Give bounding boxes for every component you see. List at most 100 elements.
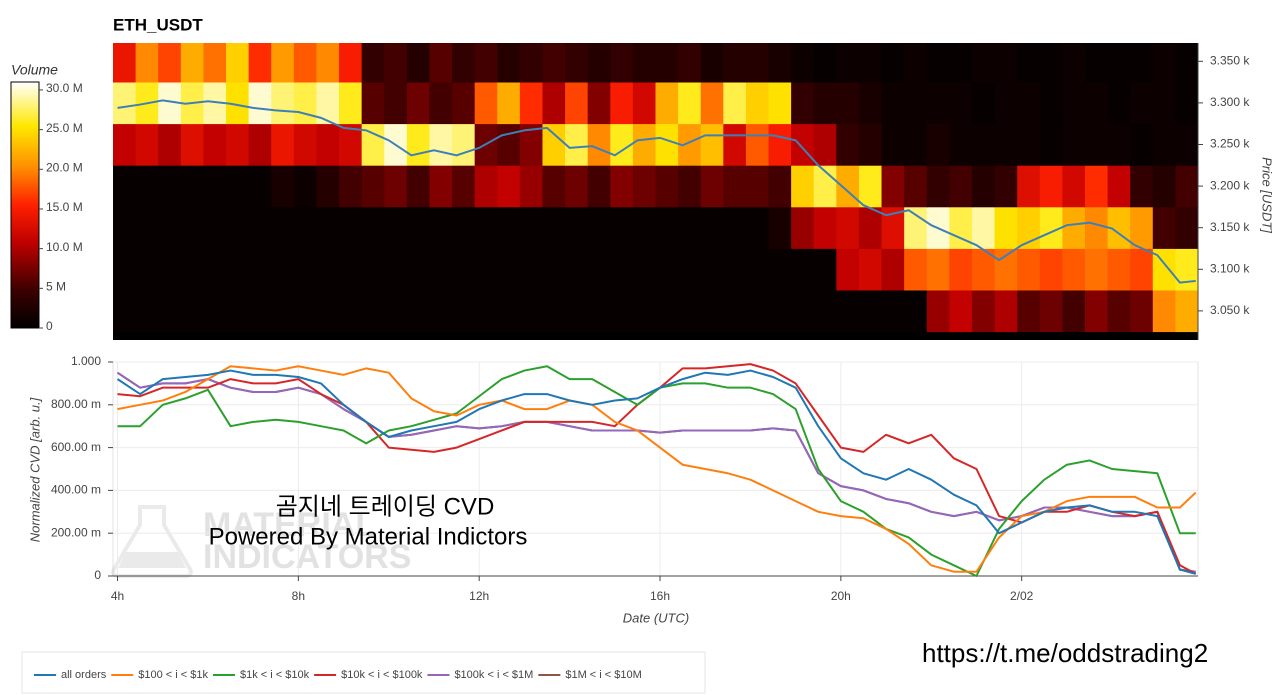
- heatmap-cell: [135, 290, 159, 333]
- heatmap-cell: [406, 206, 431, 249]
- heatmap-cell: [113, 43, 137, 83]
- x-tick-label: 20h: [831, 589, 851, 603]
- heatmap-cell: [610, 206, 634, 249]
- heatmap-cell: [339, 123, 363, 166]
- colorbar-tick-label: 15.0 M: [46, 200, 83, 214]
- heatmap-cell: [384, 43, 408, 83]
- heatmap-cell: [316, 165, 340, 208]
- heatmap-cell: [248, 123, 272, 166]
- heatmap-cell: [497, 43, 521, 83]
- heatmap: [113, 43, 1198, 340]
- heatmap-cell: [1084, 206, 1109, 249]
- heatmap-cell: [971, 290, 996, 333]
- heatmap-cell: [723, 123, 747, 166]
- heatmap-cell: [113, 123, 137, 166]
- colorbar-tick-label: 0: [46, 319, 53, 333]
- heatmap-cell: [452, 123, 476, 166]
- heatmap-cell: [858, 165, 883, 208]
- legend-label: $100k < i < $1M: [454, 669, 533, 681]
- heatmap-cell: [1152, 290, 1176, 333]
- heatmap-cell: [745, 248, 770, 291]
- heatmap-cell: [497, 290, 521, 333]
- heatmap-cell: [655, 43, 679, 83]
- heatmap-cell: [700, 206, 724, 249]
- heatmap-cell: [293, 123, 318, 166]
- heatmap-cell: [519, 290, 544, 333]
- y-tick-label: 0: [94, 568, 101, 582]
- heatmap-cell: [203, 206, 227, 249]
- heatmap-cell: [406, 43, 431, 83]
- heatmap-cell: [745, 82, 770, 125]
- heatmap-cell: [949, 165, 973, 208]
- legend-label: all orders: [61, 669, 107, 681]
- heatmap-cell: [813, 290, 837, 333]
- heatmap-cell: [904, 43, 928, 83]
- heatmap-cell: [565, 43, 589, 83]
- colorbar-title: Volume: [11, 62, 58, 78]
- heatmap-cell: [1130, 43, 1154, 83]
- y-tick-label: 1.000: [71, 354, 101, 368]
- colorbar-tick-label: 20.0 M: [46, 160, 83, 174]
- heatmap-cell: [180, 43, 205, 83]
- heatmap-cell: [497, 206, 521, 249]
- heatmap-cell: [519, 43, 544, 83]
- heatmap-cell: [271, 43, 295, 83]
- heatmap-cell: [768, 43, 792, 83]
- heatmap-cell: [565, 165, 589, 208]
- heatmap-cell: [1084, 165, 1109, 208]
- heatmap-cell: [542, 82, 566, 125]
- heatmap-cell: [361, 123, 385, 166]
- heatmap-cell: [316, 43, 340, 83]
- heatmap-cell: [1107, 123, 1131, 166]
- heatmap-cell: [632, 248, 657, 291]
- heatmap-cell: [180, 290, 205, 333]
- heatmap-cell: [1039, 290, 1063, 333]
- cvd-line: [117, 365, 1197, 573]
- heatmap-cell: [135, 43, 159, 83]
- y-tick-label: 3.050 k: [1210, 303, 1250, 317]
- heatmap-cell: [678, 43, 702, 83]
- heatmap-cell: [271, 206, 295, 249]
- heatmap-cell: [203, 43, 227, 83]
- heatmap-cell: [768, 248, 792, 291]
- heatmap-cell: [1107, 82, 1131, 125]
- heatmap-cell: [339, 43, 363, 83]
- heatmap-cell: [542, 123, 566, 166]
- heatmap-cell: [203, 290, 227, 333]
- watermark-logo-text: MATERIAL: [203, 506, 376, 544]
- heatmap-cell: [858, 43, 883, 83]
- heatmap-cell: [497, 165, 521, 208]
- heatmap-cell: [180, 248, 205, 291]
- heatmap-cell: [632, 290, 657, 333]
- heatmap-cell: [881, 248, 905, 291]
- heatmap-cell: [316, 82, 340, 125]
- heatmap-cell: [361, 43, 385, 83]
- heatmap-cell: [587, 43, 611, 83]
- heatmap-cell: [135, 206, 159, 249]
- heatmap-cell: [226, 290, 250, 333]
- heatmap-cell: [1107, 248, 1131, 291]
- heatmap-cell: [1130, 290, 1154, 333]
- y-tick-label: 3.150 k: [1210, 220, 1250, 234]
- heatmap-cell: [904, 82, 928, 125]
- heatmap-cell: [384, 248, 408, 291]
- x-axis-label: Date (UTC): [623, 610, 689, 625]
- heatmap-cell: [813, 82, 837, 125]
- heatmap-cell: [632, 82, 657, 125]
- heatmap-cell: [881, 206, 905, 249]
- heatmap-cell: [203, 82, 227, 125]
- heatmap-cell: [384, 206, 408, 249]
- heatmap-cell: [248, 248, 272, 291]
- heatmap-cell: [452, 206, 476, 249]
- heatmap-cell: [497, 248, 521, 291]
- heatmap-cell: [632, 165, 657, 208]
- heatmap-cell: [542, 165, 566, 208]
- cvd-plot-area: [112, 361, 1199, 577]
- heatmap-cell: [203, 248, 227, 291]
- heatmap-cell: [1084, 43, 1109, 83]
- heatmap-cell: [406, 248, 431, 291]
- heatmap-cell: [858, 206, 883, 249]
- heatmap-cell: [180, 165, 205, 208]
- heatmap-cell: [248, 290, 272, 333]
- heatmap-cell: [768, 290, 792, 333]
